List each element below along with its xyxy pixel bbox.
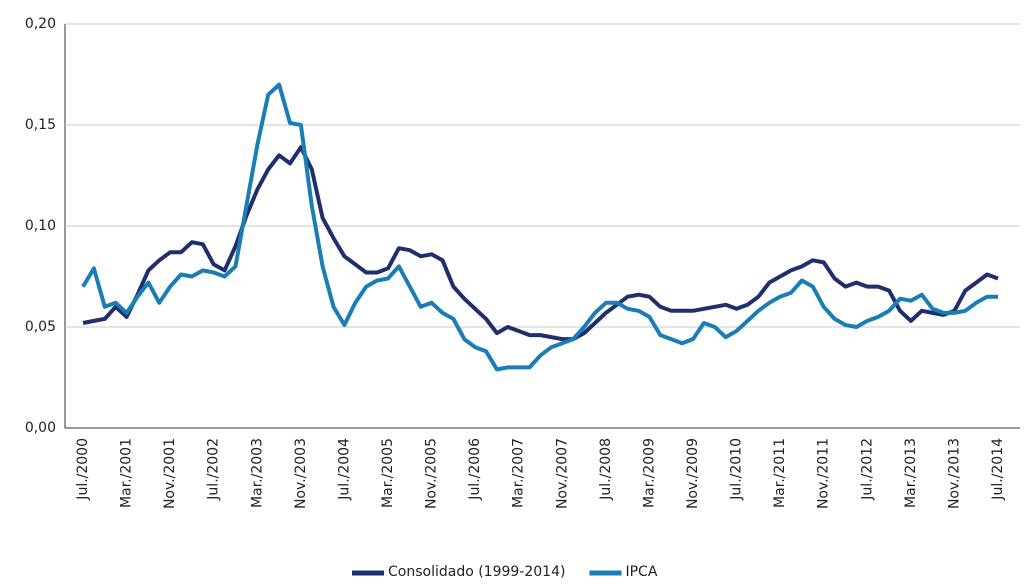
x-tick-label: Jul./2010 [729,438,745,501]
series-line [81,82,998,372]
x-tick-label: Jul./2004 [336,438,352,501]
x-tick-label: Jul./2000 [75,438,91,501]
x-tick-label: Jul./2002 [206,438,222,501]
series-line [82,145,999,342]
legend-label: Consolidado (1999-2014) [388,564,565,580]
x-tick-label: Mar./2003 [249,438,265,508]
x-tick-label: Mar./2005 [380,438,396,508]
x-tick-label: Mar./2011 [772,438,788,508]
x-tick-label: Jul./2006 [467,438,483,501]
x-tick-label: Nov./2011 [816,438,832,509]
y-tick-label: 0,10 [25,218,56,234]
y-tick-label: 0,20 [25,16,56,32]
y-tick-label: 0,00 [25,420,56,436]
x-tick-label: Nov./2009 [685,438,701,509]
x-tick-label: Jul./2012 [859,438,875,501]
legend-label: IPCA [625,564,657,580]
x-tick-label: Mar./2013 [903,438,919,508]
x-tick-label: Jul./2008 [598,438,614,501]
x-tick-label: Mar./2009 [641,438,657,508]
x-tick-label: Nov./2003 [293,438,309,509]
x-tick-label: Nov./2013 [946,438,962,509]
x-tick-label: Nov./2001 [162,438,178,509]
y-tick-label: 0,05 [25,319,56,335]
y-tick-label: 0,15 [25,117,56,133]
x-tick-label: Nov./2007 [554,438,570,509]
x-tick-label: Nov./2005 [424,438,440,509]
x-tick-label: Mar./2001 [119,438,135,508]
x-tick-label: Mar./2007 [511,438,527,508]
x-tick-label: Jul./2014 [990,438,1006,501]
